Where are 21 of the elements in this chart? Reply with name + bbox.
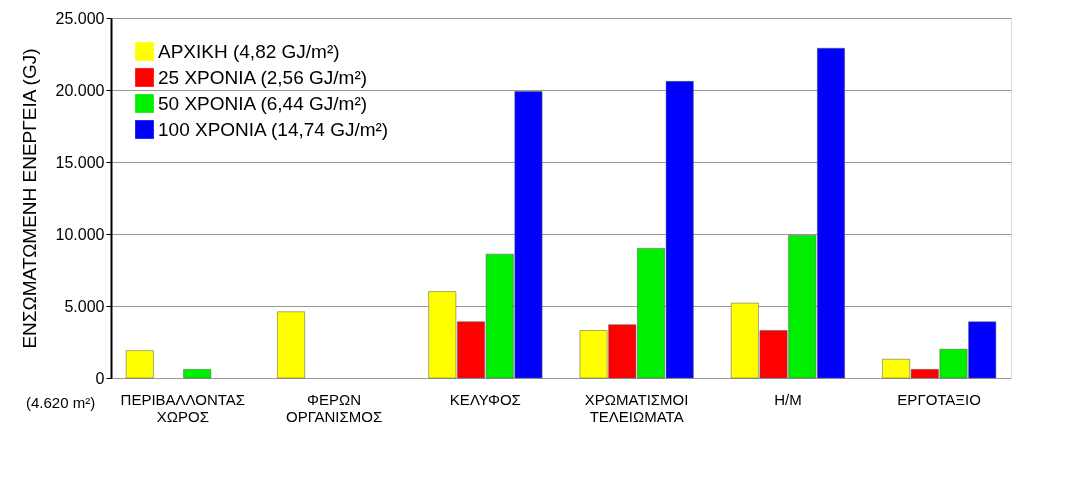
bar [183,369,212,379]
y-axis-title: ΕΝΣΩΜΑΤΩΜΕΝΗ ΕΝΕΡΓΕΙΑ (GJ) [18,48,40,349]
y-tick-label: 10.000 [55,225,105,243]
x-tick-label: ΕΡΓΟΤΑΞΙΟ [897,390,981,408]
text: (4.620 m²) [26,394,96,411]
x-tick-label: ΠΕΡΙΒΑΛΛΟΝΤΑΣ ΧΩΡΟΣ [120,390,246,425]
bar [125,350,154,379]
x-tick-label: ΦΕΡΩΝ ΟΡΓΑΝΙΣΜΟΣ [285,390,383,425]
y-tick-label: 15.000 [55,153,105,171]
legend-label: 25 ΧΡΟΝΙΑ (2,56 GJ/m²) [158,66,368,88]
bar [277,311,305,379]
y-tick-label: 5.000 [64,297,105,315]
legend-label: ΑΡΧΙΚΗ (4,82 GJ/m²) [158,40,340,62]
x-tick-label: ΚΕΛΥΦΟΣ [449,390,521,408]
x-tick-label: ΧΡΩΜΑΤΙΣΜΟΙ ΤΕΛΕΙΩΜΑΤΑ [584,390,689,425]
legend-label: 50 ΧΡΟΝΙΑ (6,44 GJ/m²) [158,92,368,114]
y-tick-label: 0 [95,369,105,387]
x-tick-label: Η/Μ [774,390,802,408]
legend-label: 100 ΧΡΟΝΙΑ (14,74 GJ/m²) [158,118,389,140]
y-tick-label: 25.000 [55,9,105,27]
y-tick-label: 20.000 [55,81,105,99]
